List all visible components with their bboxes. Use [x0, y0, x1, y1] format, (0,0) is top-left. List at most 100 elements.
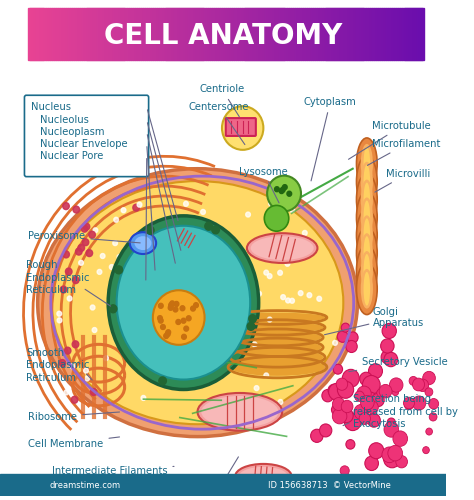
Bar: [188, 8, 191, 60]
Bar: [384, 8, 386, 60]
Circle shape: [278, 400, 283, 404]
Circle shape: [116, 310, 120, 314]
Ellipse shape: [364, 164, 370, 198]
Bar: [301, 8, 303, 60]
Bar: [151, 8, 153, 60]
Circle shape: [173, 307, 178, 312]
Bar: [403, 8, 406, 60]
Circle shape: [64, 347, 71, 354]
Circle shape: [403, 397, 414, 409]
Ellipse shape: [232, 322, 323, 333]
Bar: [382, 8, 384, 60]
Circle shape: [183, 202, 188, 206]
Circle shape: [274, 186, 279, 192]
Circle shape: [363, 392, 378, 408]
Bar: [419, 8, 422, 60]
Text: Secretory Vesicle: Secretory Vesicle: [349, 357, 448, 372]
Circle shape: [205, 222, 212, 230]
Circle shape: [121, 315, 126, 320]
Bar: [163, 8, 165, 60]
Circle shape: [346, 340, 357, 352]
Circle shape: [328, 384, 339, 396]
Bar: [196, 8, 199, 60]
Bar: [220, 8, 222, 60]
Bar: [337, 8, 339, 60]
Bar: [372, 8, 374, 60]
Text: Nuclear Envelope: Nuclear Envelope: [39, 139, 127, 149]
Bar: [413, 8, 416, 60]
Circle shape: [347, 332, 358, 343]
Circle shape: [372, 394, 384, 407]
Circle shape: [319, 424, 332, 437]
Bar: [78, 8, 80, 60]
Ellipse shape: [356, 174, 377, 226]
Circle shape: [412, 378, 425, 391]
Circle shape: [137, 285, 142, 290]
Circle shape: [388, 446, 402, 461]
Circle shape: [85, 376, 90, 381]
Text: Intermediate Filaments: Intermediate Filaments: [52, 466, 174, 476]
Circle shape: [233, 328, 237, 332]
Bar: [340, 8, 343, 60]
Bar: [271, 8, 273, 60]
Ellipse shape: [356, 210, 377, 261]
Circle shape: [136, 352, 140, 358]
Circle shape: [290, 208, 295, 212]
Circle shape: [332, 398, 345, 410]
Bar: [174, 8, 177, 60]
Circle shape: [423, 372, 435, 384]
Bar: [182, 8, 185, 60]
Bar: [299, 8, 301, 60]
Circle shape: [89, 232, 95, 238]
Circle shape: [115, 266, 123, 274]
Bar: [261, 8, 264, 60]
Bar: [88, 8, 90, 60]
Bar: [85, 8, 88, 60]
Circle shape: [212, 226, 219, 234]
Bar: [218, 8, 220, 60]
Bar: [401, 8, 404, 60]
Circle shape: [333, 340, 337, 345]
Circle shape: [254, 386, 259, 390]
Circle shape: [109, 264, 114, 270]
Ellipse shape: [201, 396, 278, 428]
Circle shape: [382, 324, 396, 338]
FancyBboxPatch shape: [25, 96, 149, 176]
Circle shape: [287, 191, 292, 196]
Bar: [156, 8, 159, 60]
Circle shape: [337, 381, 354, 398]
Bar: [257, 8, 260, 60]
Ellipse shape: [361, 180, 373, 220]
Text: Cytoplasm: Cytoplasm: [304, 97, 356, 181]
Bar: [202, 8, 204, 60]
Bar: [28, 8, 31, 60]
Bar: [281, 8, 283, 60]
Bar: [366, 8, 368, 60]
Circle shape: [264, 373, 269, 378]
Text: Microvilli: Microvilli: [375, 168, 430, 192]
Bar: [133, 8, 136, 60]
Circle shape: [117, 254, 122, 260]
Bar: [73, 8, 76, 60]
Bar: [259, 8, 262, 60]
Text: Secretion being
released from cell by
Exocytosis: Secretion being released from cell by Ex…: [353, 394, 457, 429]
Bar: [131, 8, 133, 60]
Circle shape: [317, 296, 321, 302]
Bar: [239, 8, 242, 60]
Bar: [267, 8, 270, 60]
Bar: [405, 8, 408, 60]
Circle shape: [158, 316, 162, 320]
Circle shape: [112, 296, 117, 301]
Circle shape: [197, 280, 201, 285]
Ellipse shape: [364, 200, 370, 234]
Bar: [360, 8, 363, 60]
Bar: [216, 8, 219, 60]
Circle shape: [342, 370, 359, 388]
Circle shape: [248, 309, 253, 314]
Text: ID 156638713  © VectorMine: ID 156638713 © VectorMine: [268, 480, 391, 490]
Bar: [113, 8, 116, 60]
Bar: [396, 8, 398, 60]
Bar: [204, 8, 207, 60]
Circle shape: [328, 384, 345, 400]
Circle shape: [357, 386, 371, 401]
